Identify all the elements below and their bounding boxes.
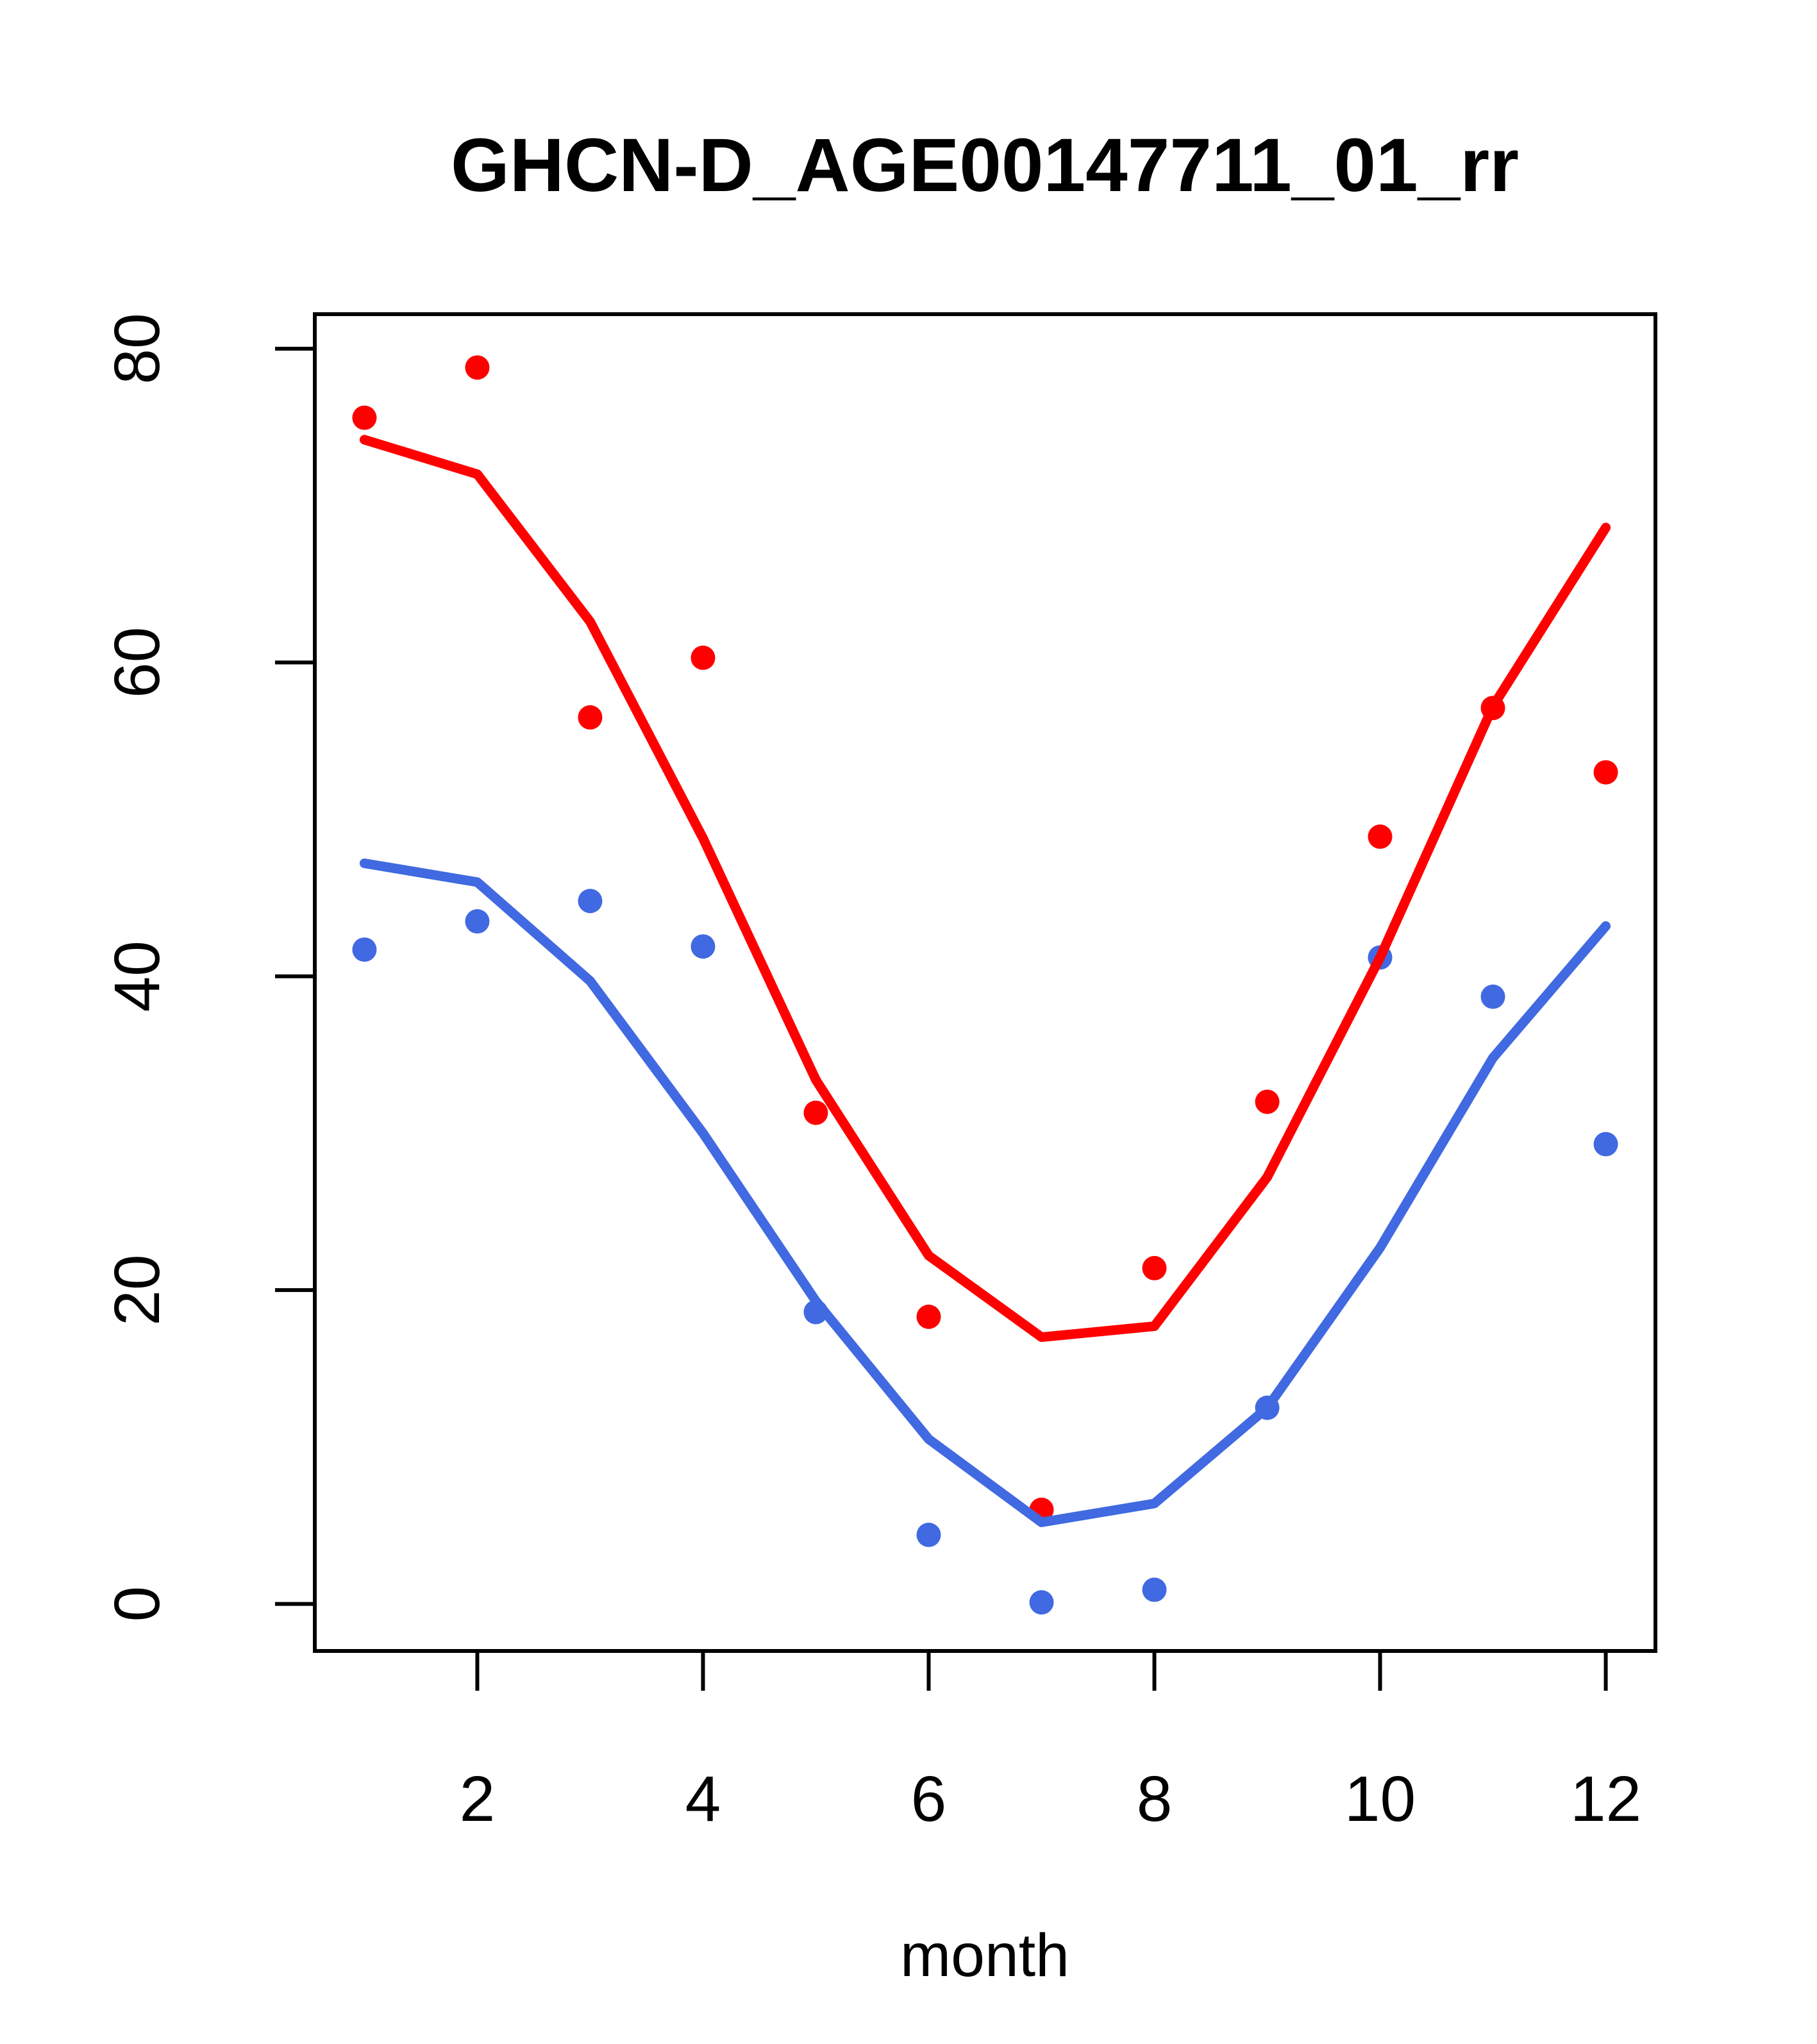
y-axis-tick-label: 0 (101, 1586, 173, 1622)
blue-trend-line (359, 859, 1611, 1527)
red-observations-point (578, 705, 603, 730)
blue-observations-point (916, 1522, 941, 1547)
blue-observations-point (465, 909, 490, 934)
blue-observations-point (352, 937, 377, 962)
red-observations-point (1368, 824, 1393, 849)
x-axis-tick-label: 4 (685, 1763, 721, 1835)
chart-title: GHCN-D_AGE00147711_01_rr (451, 123, 1519, 208)
red-observations-point (1255, 1089, 1280, 1114)
red-observations-point (691, 645, 716, 670)
blue-observations-point (1142, 1577, 1167, 1602)
blue-observations-point (578, 889, 603, 914)
red-observations-point (352, 405, 377, 430)
y-axis-tick-label: 40 (101, 941, 173, 1012)
plot-border (313, 312, 1657, 1653)
axes: 2 4 6 8 10 12 0 20 40 60 80 (101, 313, 1641, 1835)
blue-observations-point (1029, 1590, 1054, 1615)
red-observations-point (916, 1304, 941, 1329)
x-axis-tick-label: 8 (1137, 1763, 1173, 1835)
y-axis-tick-label: 20 (101, 1255, 173, 1326)
blue-observations-point (1593, 1132, 1618, 1157)
data-series (352, 355, 1618, 1615)
x-axis-tick-label: 12 (1570, 1763, 1641, 1835)
red-trend-line (359, 435, 1611, 1343)
red-observations-point (803, 1100, 828, 1125)
blue-observations-point (1480, 984, 1505, 1009)
x-axis-title: month (900, 1922, 1069, 1990)
x-axis-tick-label: 2 (460, 1763, 496, 1835)
red-observations-point (1593, 760, 1618, 785)
red-observations-point (465, 355, 490, 380)
y-axis-tick-label: 80 (101, 313, 173, 384)
y-axis-tick-label: 60 (101, 627, 173, 698)
x-axis-tick-label: 10 (1344, 1763, 1416, 1835)
blue-observations-point (691, 934, 716, 959)
x-axis-tick-label: 6 (911, 1763, 947, 1835)
red-observations-point (1142, 1255, 1167, 1280)
